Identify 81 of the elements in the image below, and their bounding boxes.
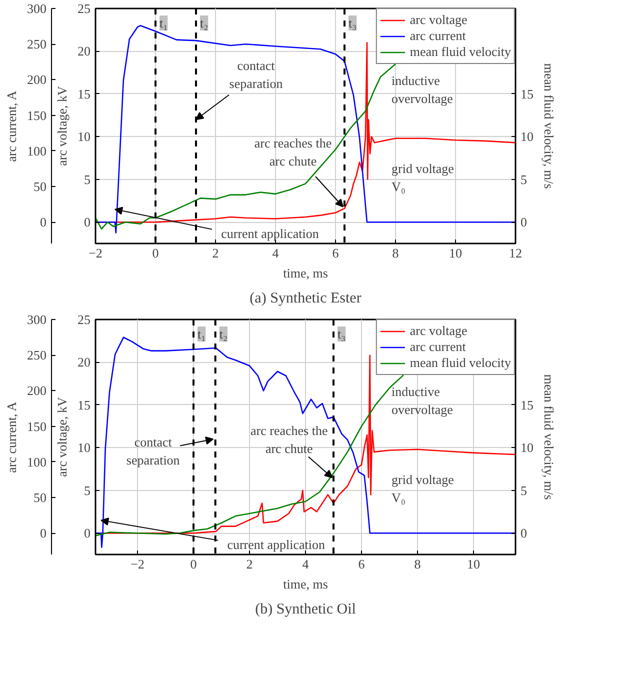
y2-tick-label: 0 (40, 526, 46, 541)
y2-tick-label: 150 (27, 108, 46, 123)
legend-label: mean fluid velocity (410, 355, 511, 371)
annotation: current application (221, 226, 320, 241)
x-tick-label: 6 (358, 556, 366, 572)
y3-tick-label: 0 (520, 214, 527, 230)
y-tick-label: 20 (78, 44, 90, 59)
y-axis-title: arc voltage, kV (54, 396, 70, 477)
x-axis-title: time, ms (283, 266, 328, 280)
y2-tick-label: 250 (27, 348, 46, 363)
x-axis-title: time, ms (283, 576, 328, 592)
y3-tick-label: 15 (520, 86, 534, 102)
y3-axis-title: mean fluid velocity, m/s (542, 374, 556, 500)
text: (b) Synthetic Oil (255, 602, 356, 618)
y2-tick-label: 0 (40, 214, 46, 230)
legend-label: arc voltage (410, 323, 468, 339)
y2-axis-title: arc current, A (4, 401, 19, 473)
y2-axis-title: arc current, A (4, 90, 19, 162)
legend-label: arc current (410, 339, 466, 355)
legend-label: arc voltage (410, 12, 468, 28)
y-tick-label: 25 (78, 312, 90, 327)
y3-tick-label: 0 (520, 526, 527, 541)
y2-tick-label: 100 (27, 454, 46, 470)
ref-line-label: t₃ (348, 16, 357, 30)
y3-tick-label: 5 (520, 172, 527, 187)
y2-tick-label: 300 (27, 312, 46, 327)
y-tick-label: 5 (84, 482, 90, 498)
annotation: grid voltage V₀ (392, 161, 454, 194)
annotation: inductive overvoltage (392, 384, 454, 417)
x-tick-label: 4 (272, 246, 280, 260)
y-tick-label: 0 (84, 526, 90, 541)
annotation: inductive overvoltage (392, 73, 454, 106)
x-tick-label: 6 (332, 246, 340, 260)
y2-tick-label: 200 (27, 72, 46, 88)
y3-tick-label: 10 (520, 440, 534, 456)
legend-label: arc current (410, 28, 466, 44)
y2-tick-label: 50 (34, 179, 46, 194)
annotation: grid voltage V₀ (392, 472, 454, 505)
x-tick-label: 10 (467, 556, 480, 572)
y2-tick-label: 300 (27, 1, 46, 16)
y2-tick-label: 150 (27, 418, 46, 434)
legend-label: mean fluid velocity (410, 44, 511, 60)
y-tick-label: 20 (78, 354, 90, 370)
annotation: arc reaches the arc chute (254, 135, 332, 168)
y2-tick-label: 50 (34, 490, 46, 506)
annotation: current application (227, 536, 326, 552)
y3-tick-label: 15 (520, 397, 534, 412)
x-tick-label: 8 (392, 246, 399, 260)
y2-tick-label: 100 (27, 143, 46, 158)
y-tick-label: 25 (78, 1, 90, 16)
annotation: arc reaches the arc chute (250, 423, 328, 456)
annotation: contact separation (229, 58, 284, 92)
y-tick-label: 0 (84, 214, 90, 230)
x-tick-label: 12 (509, 246, 522, 260)
x-tick-label: 2 (212, 246, 219, 260)
ref-line-label: t₂ (219, 326, 228, 342)
y-tick-label: 15 (78, 86, 90, 102)
ref-line-label: t₁ (198, 326, 206, 342)
annotation: contact separation (126, 434, 180, 468)
y2-tick-label: 250 (27, 36, 46, 52)
ref-line-label: t₂ (200, 16, 208, 30)
y-tick-label: 10 (78, 440, 90, 456)
ref-line-label: t₁ (160, 16, 168, 30)
x-tick-label: 0 (190, 556, 197, 572)
x-tick-label: −2 (88, 246, 102, 260)
x-tick-label: 8 (414, 556, 421, 572)
x-tick-label: −2 (130, 556, 144, 572)
y-axis-title: arc voltage, kV (54, 86, 70, 166)
y3-tick-label: 5 (520, 482, 527, 498)
x-tick-label: 10 (449, 246, 462, 260)
x-tick-label: 2 (246, 556, 253, 572)
y-tick-label: 10 (78, 129, 90, 144)
y-tick-label: 15 (78, 397, 90, 412)
x-tick-label: 4 (302, 556, 310, 572)
y-tick-label: 5 (84, 172, 90, 187)
text: (a) Synthetic Ester (250, 290, 362, 306)
y3-tick-label: 10 (520, 129, 534, 144)
y2-tick-label: 200 (27, 383, 46, 398)
ref-line-label: t₃ (338, 326, 346, 342)
x-tick-label: 0 (152, 246, 159, 260)
y3-axis-title: mean fluid velocity, m/s (542, 63, 556, 189)
